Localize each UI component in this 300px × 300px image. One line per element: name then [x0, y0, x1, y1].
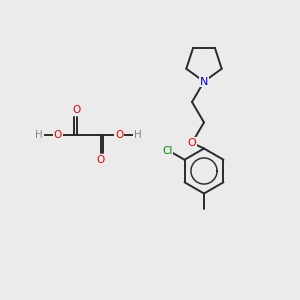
Text: H: H — [35, 130, 43, 140]
Text: N: N — [200, 76, 208, 87]
Text: O: O — [54, 130, 62, 140]
Text: O: O — [96, 154, 105, 165]
Text: O: O — [72, 105, 81, 116]
Text: O: O — [188, 138, 196, 148]
Text: H: H — [134, 130, 142, 140]
Text: Cl: Cl — [162, 146, 172, 157]
Text: O: O — [115, 130, 123, 140]
